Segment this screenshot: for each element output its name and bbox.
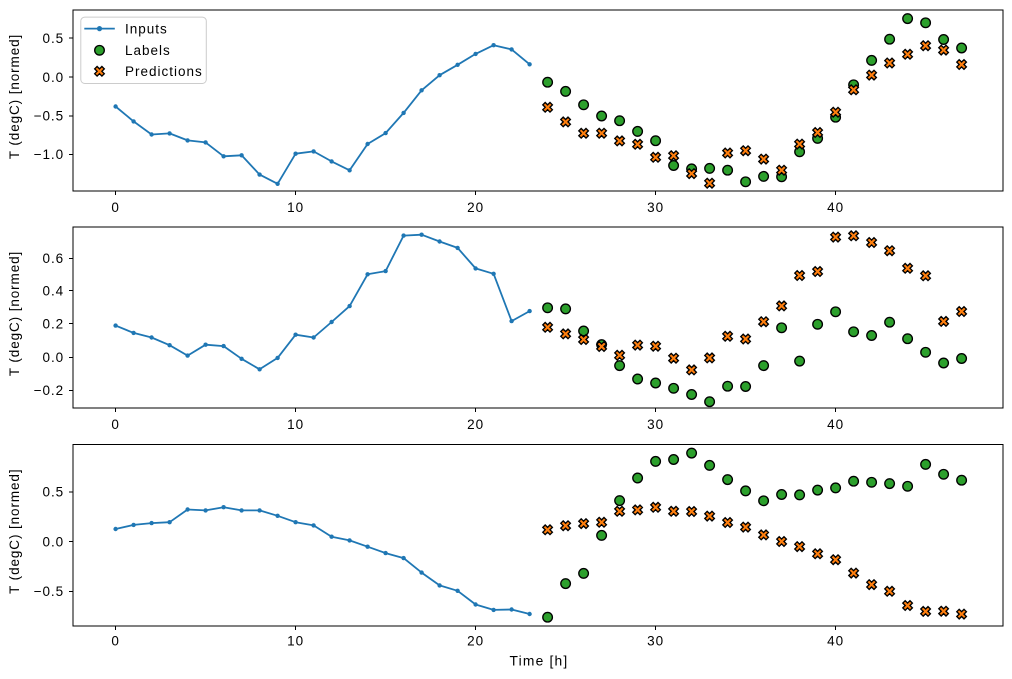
svg-text:30: 30: [647, 634, 664, 649]
svg-text:0.5: 0.5: [43, 485, 64, 500]
svg-text:0: 0: [111, 417, 119, 432]
svg-text:10: 10: [287, 634, 304, 649]
svg-text:−0.5: −0.5: [34, 584, 64, 599]
svg-text:0: 0: [111, 634, 119, 649]
svg-text:0.0: 0.0: [43, 350, 64, 365]
svg-text:20: 20: [467, 200, 484, 215]
svg-text:40: 40: [827, 417, 844, 432]
svg-text:0.5: 0.5: [43, 31, 64, 46]
svg-text:−0.2: −0.2: [34, 383, 64, 398]
svg-text:Inputs: Inputs: [125, 21, 168, 36]
svg-text:40: 40: [827, 200, 844, 215]
svg-text:−0.5: −0.5: [34, 109, 64, 124]
svg-text:T (degC) [normed]: T (degC) [normed]: [7, 251, 22, 376]
svg-text:Predictions: Predictions: [125, 64, 203, 79]
svg-text:0.4: 0.4: [43, 283, 64, 298]
svg-text:30: 30: [647, 417, 664, 432]
svg-text:10: 10: [287, 200, 304, 215]
svg-text:0.0: 0.0: [43, 534, 64, 549]
svg-text:−1.0: −1.0: [34, 147, 64, 162]
svg-text:30: 30: [647, 200, 664, 215]
svg-text:0: 0: [111, 200, 119, 215]
svg-text:40: 40: [827, 634, 844, 649]
svg-text:0.2: 0.2: [43, 316, 64, 331]
svg-text:0.0: 0.0: [43, 70, 64, 85]
svg-text:Labels: Labels: [125, 43, 171, 58]
svg-text:20: 20: [467, 417, 484, 432]
svg-text:T (degC) [normed]: T (degC) [normed]: [7, 469, 22, 594]
svg-text:T (degC) [normed]: T (degC) [normed]: [7, 34, 22, 159]
svg-text:0.6: 0.6: [43, 251, 64, 266]
svg-text:20: 20: [467, 634, 484, 649]
svg-text:Time [h]: Time [h]: [510, 654, 569, 669]
svg-text:10: 10: [287, 417, 304, 432]
